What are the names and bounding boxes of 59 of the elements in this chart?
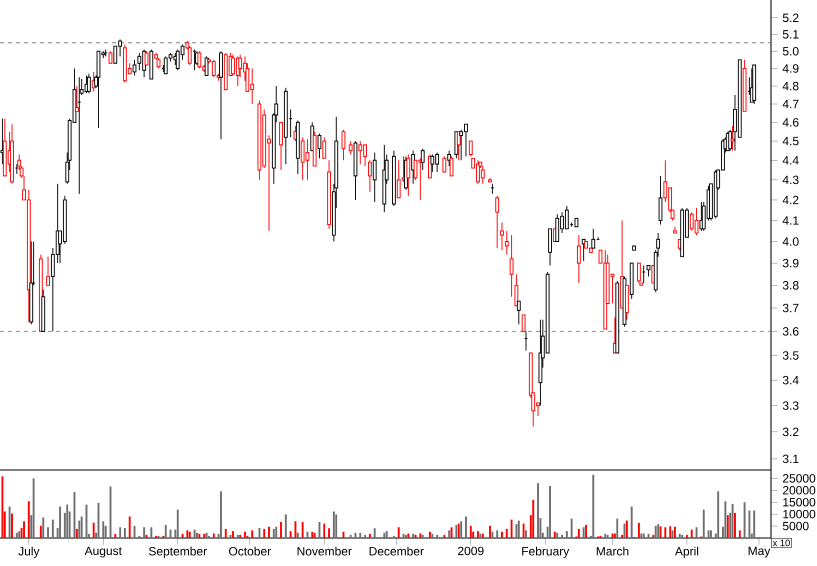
candlestick: [428, 154, 432, 178]
candlestick: [548, 228, 552, 266]
x-tick-label: March: [596, 546, 628, 556]
y-tick-label: 4.9: [782, 64, 798, 73]
y-tick-label: 3.2: [782, 428, 798, 436]
candlestick: [490, 183, 494, 194]
candlestick: [510, 234, 514, 298]
candlestick: [636, 262, 641, 284]
y-tick-label: 3.5: [782, 351, 799, 360]
candlestick: [524, 330, 528, 352]
x-tick-label: August: [84, 546, 122, 558]
y-tick-label: 5000: [782, 522, 809, 530]
y-tick-label: 4.2: [782, 196, 798, 204]
y-tick-label: 3.3: [782, 401, 799, 410]
candlestick: [468, 140, 473, 157]
x-tick-label: November: [298, 546, 352, 556]
candlestick: [576, 234, 581, 284]
candlestick: [504, 230, 509, 256]
candlestick: [197, 50, 202, 69]
candlestick: [420, 148, 425, 170]
y-tick-label: 4.8: [782, 82, 799, 90]
x-tick-label: February: [522, 546, 570, 558]
y-tick-label: 3.1: [782, 454, 798, 464]
candlestick: [342, 129, 346, 161]
y-tick-label: 3.8: [782, 281, 799, 290]
y-tick-label: 4.7: [782, 100, 798, 108]
y-tick-label: 3.6: [782, 327, 799, 336]
y-tick-label: 4.0: [782, 237, 799, 246]
y-tick-label: 4.3: [782, 176, 799, 184]
y-tick-label: 5.2: [782, 14, 798, 22]
candlestick: [591, 228, 596, 249]
y-tick-label: 4.6: [782, 118, 799, 127]
x-tick-label: 2009: [458, 546, 484, 556]
y-tick-label: 5.1: [782, 30, 798, 39]
y-tick-label: 20000: [782, 486, 816, 495]
candlestick: [522, 314, 526, 332]
x-tick-label: October: [229, 546, 271, 556]
x-tick-label: May: [748, 546, 770, 558]
candlestick: [450, 156, 454, 176]
y-tick-label: 5.0: [782, 46, 799, 56]
candlestick: [14, 164, 19, 174]
y-tick-label: 3.4: [782, 376, 799, 384]
y-tick-label: 3.7: [782, 304, 798, 312]
candlestick: [495, 195, 500, 249]
y-tick-label: 4.5: [782, 136, 799, 146]
text: x 10: [772, 540, 790, 546]
y-tick-label: 4.4: [782, 156, 799, 164]
y-tick-label: 10000: [783, 510, 816, 518]
y-tick-label: 4.1: [782, 216, 798, 225]
x-tick-label: December: [370, 546, 424, 556]
candlestick: [104, 49, 108, 57]
candlestick: [642, 265, 646, 284]
y-tick-label: 15000: [783, 498, 816, 506]
candlestick: [500, 222, 504, 251]
x-tick-label: September: [148, 546, 207, 558]
y-tick-label: 3.9: [782, 258, 798, 268]
x-tick-label: July: [18, 546, 40, 558]
x-tick-label: April: [674, 546, 698, 558]
y-tick-label: 25000: [782, 474, 816, 483]
